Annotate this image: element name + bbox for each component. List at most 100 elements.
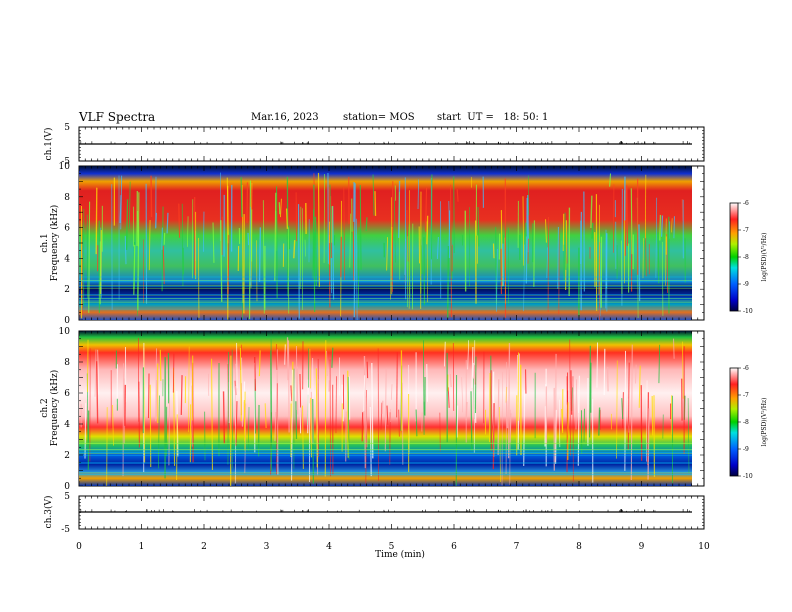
y-tick-label: -5 [61,157,70,167]
spectrogram-streak [124,235,127,265]
spectrogram-streak [660,215,664,237]
spectrogram-streak [626,185,629,246]
spectrogram-streak [314,216,318,286]
spectrogram-streak [472,362,475,377]
spectrogram-streak [470,391,473,451]
ch1-colorbar-label: log(PSD)(V²/Hz) [761,233,768,282]
colorbar-tick-label: -7 [743,227,749,234]
spectrogram-streak [394,200,396,263]
spectrogram-streak [246,182,249,223]
spectrogram-streak [359,184,362,270]
spectrogram-streak [371,363,374,459]
spectrogram-streak [372,174,375,216]
spectrogram-streak [657,232,660,284]
spectrogram-streak [425,187,428,232]
spectrogram-streak [603,348,606,396]
ch2-spectrogram-ylabel-line1: ch.2 [40,398,50,417]
ch1-spectrogram-ylabel-line2: Frequency (kHz) [49,205,60,282]
spectrogram-streak [461,377,464,413]
spectrogram-streak [243,400,246,451]
colorbar-tick-label: -6 [743,365,749,372]
spectrogram-streak [299,206,302,289]
spectrogram-streak [285,208,289,229]
spectrogram-streak [288,225,291,250]
spectrogram-streak [244,403,247,473]
spectrogram-streak [651,396,654,436]
spectrogram-streak [673,216,675,239]
spectrogram-streak [112,404,114,446]
spectrogram-streak [609,173,612,187]
x-tick-label: 2 [201,542,207,552]
spectrogram-streak [274,411,277,442]
spectrogram-streak [284,344,286,365]
spectrogram-streak [502,243,505,286]
spectrogram-streak [276,349,279,475]
spectrogram-streak [492,403,495,470]
spectrogram-streak [495,226,497,305]
spectrogram-streak [420,245,423,275]
spectrogram-streak [467,340,470,370]
ch1-spectrogram-ylabel-line1: ch.1 [40,233,50,252]
spectrogram-streak [456,405,459,438]
spectrogram-streak [341,384,344,422]
spectrogram-streak [86,339,89,393]
spectrogram-streak [95,187,98,255]
spectrogram-streak [363,375,366,411]
spectrogram-streak [465,401,468,421]
spectrogram-streak [166,212,169,234]
spectrogram-streak [507,343,511,459]
spectrogram-streak [436,236,439,259]
colorbar-tick-label: -8 [743,254,749,261]
spectrogram-streak [580,211,583,265]
spectrogram-streak [374,191,377,216]
spectrogram-streak [353,183,356,318]
spectrogram-streak [426,215,429,245]
spectrogram-streak [312,398,314,484]
ch1-spectrogram-texture [79,172,692,321]
x-axis-label: Time (min) [375,549,425,560]
spectrogram-streak [95,361,99,424]
spectrogram-streak [148,219,151,271]
spectrogram-streak [343,187,345,281]
spectrogram-streak [448,201,450,230]
y-tick-label: 6 [64,389,70,399]
spectrogram-streak [357,227,360,308]
y-tick-label: 5 [64,492,70,502]
x-tick-label: 10 [698,542,710,552]
spectrogram-streak [671,218,673,233]
spectrogram-streak [564,212,567,270]
spectrogram-streak [390,197,392,300]
spectrogram-streak [523,244,525,312]
spectrogram-streak [456,189,459,202]
colorbar-tick-label: -10 [743,473,753,480]
spectrogram-streak [240,177,243,218]
spectrogram-streak [497,379,500,455]
spectrogram-streak [598,204,600,295]
spectrogram-streak [315,368,318,468]
spectrogram-streak [150,175,153,217]
colorbar-tick-label: -9 [743,446,749,453]
spectrogram-streak [591,222,594,239]
spectrogram-streak [198,237,200,318]
ch2-colorbar [729,367,739,477]
x-tick-label: 4 [326,542,332,552]
spectrogram-streak [658,344,661,384]
spectrogram-streak [622,392,624,428]
spectrogram-streak [616,360,618,459]
spectrogram-streak [312,209,314,279]
spectrogram-streak [500,210,503,287]
spectrogram-streak [386,237,388,271]
spectrogram-streak [332,206,335,300]
spectrogram-streak [274,192,277,281]
y-tick-label: 0 [64,316,70,326]
y-tick-label: 8 [64,193,70,203]
spectrogram-streak [324,340,327,477]
spectrogram-streak [398,180,401,238]
spectrogram-streak [278,202,281,215]
spectrogram-streak [365,217,368,231]
x-tick-label: 9 [639,542,645,552]
date-label: Mar.16, 2023 [251,112,319,123]
spectrogram-streak [630,188,633,255]
spectrogram-streak [159,349,162,381]
spectrogram-streak [94,349,97,397]
